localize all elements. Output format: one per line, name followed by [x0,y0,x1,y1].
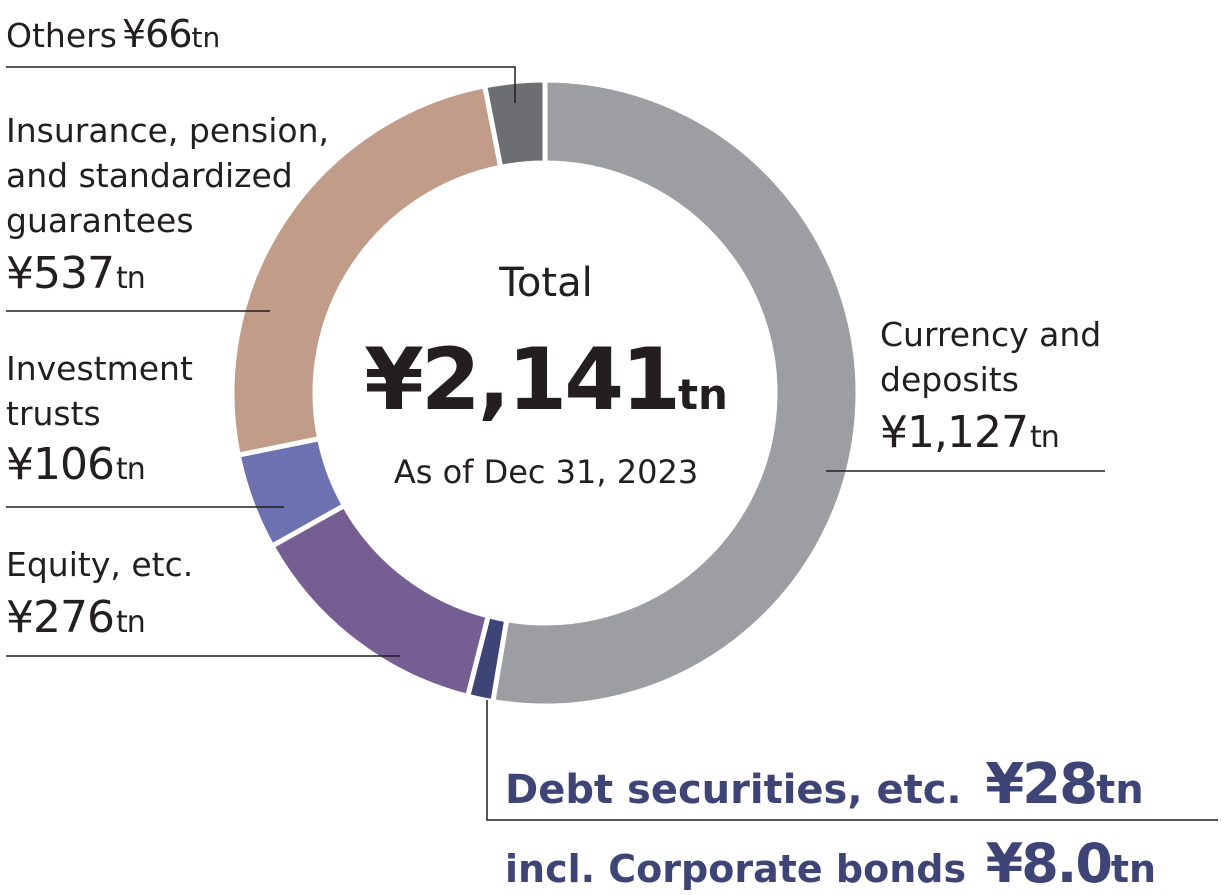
label-insurance: Insurance, pension, and standardized gua… [6,108,329,304]
label-corporate-unit: tn [1110,847,1157,891]
center-total: ¥2,141tn [296,330,796,430]
label-debt: Debt securities, etc. ¥28tn [505,752,1144,817]
donut-slices [229,77,861,709]
label-equity-unit: tn [115,605,146,640]
label-currency-unit: tn [1029,420,1060,455]
label-corporate-value: ¥8.0 [985,832,1113,895]
center-total-unit: tn [677,370,728,419]
center-date: As of Dec 31, 2023 [346,450,746,494]
label-equity-name: Equity, etc. [6,545,194,584]
label-investment-value: ¥106 [6,439,115,490]
label-others: Others ¥66tn [6,12,220,58]
label-debt-value: ¥28 [985,752,1098,817]
label-insurance-value: ¥537 [6,248,115,299]
label-equity-amount: ¥276tn [6,593,193,648]
center-title: Total [499,260,593,306]
leader-lines [6,66,1218,821]
donut-slice-currency-and-deposits [489,77,861,709]
leader-line-debt [486,700,1218,821]
label-others-unit: tn [191,21,221,54]
label-insurance-unit: tn [115,261,146,296]
label-currency-name: Currency and deposits [880,315,1102,399]
donut-slice-equity-etc [268,502,492,700]
label-investment-name: Investment trusts [6,349,193,433]
label-insurance-name: Insurance, pension, and standardized gua… [6,111,330,240]
leader-line-others [6,66,516,103]
donut-slice-others [481,77,548,171]
center-label: Total [346,255,746,311]
label-corporate: incl. Corporate bonds ¥8.0tn [505,832,1156,895]
donut-slice-insurance-pension-and-standardized-guarantees [229,82,504,459]
label-currency-value: ¥1,127 [880,407,1029,458]
label-others-name: Others [6,16,117,55]
label-debt-name: Debt securities, etc. [505,767,962,813]
label-corporate-name: incl. Corporate bonds [505,847,967,891]
label-investment-amount: ¥106tn [6,440,193,495]
label-others-value: ¥66 [122,12,193,56]
label-investment-unit: tn [115,452,146,487]
center-total-value: ¥2,141 [364,330,681,430]
center-date-text: As of Dec 31, 2023 [393,453,699,491]
label-insurance-amount: ¥537tn [6,249,329,304]
label-equity-value: ¥276 [6,592,115,643]
label-investment: Investment trusts ¥106tn [6,346,193,495]
label-currency: Currency and deposits ¥1,127tn [880,312,1101,463]
label-currency-amount: ¥1,127tn [880,408,1101,463]
label-equity: Equity, etc. ¥276tn [6,542,193,648]
label-debt-unit: tn [1096,767,1144,813]
